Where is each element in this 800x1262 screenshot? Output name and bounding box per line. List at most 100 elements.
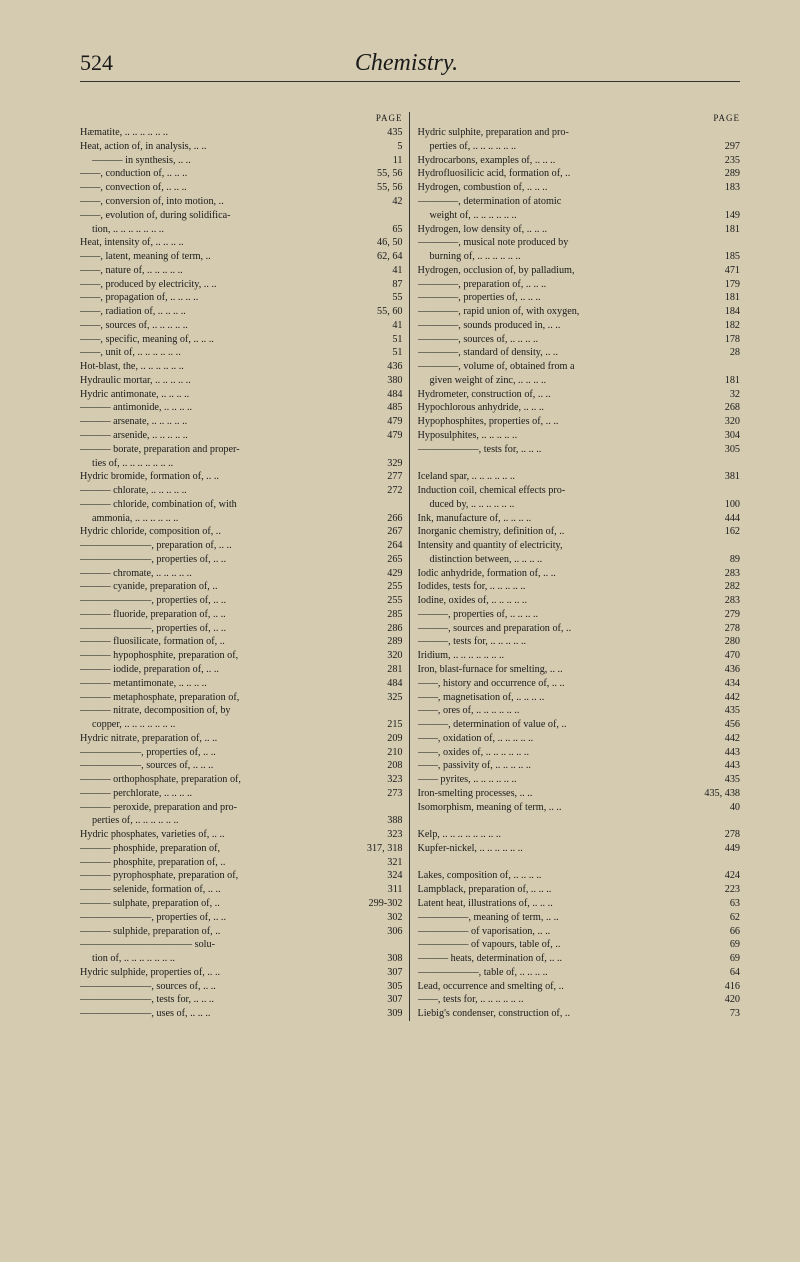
index-entry: ——, passivity of, .. .. .. .. ..443 (418, 759, 741, 773)
entry-page-number: 149 (725, 209, 740, 223)
index-entry: Hydric antimonate, .. .. .. ..484 (80, 388, 403, 402)
entry-text: distinction between, .. .. .. .. (418, 553, 724, 567)
index-entry: ——, history and occurrence of, .. ..434 (418, 677, 741, 691)
entry-text: ——————, tests for, .. .. .. (418, 443, 719, 457)
index-entry: Hot-blast, the, .. .. .. .. .. ..436 (80, 360, 403, 374)
entry-text: Hydrogen, combustion of, .. .. .. (418, 181, 719, 195)
index-entry: weight of, .. .. .. .. .. ..149 (418, 209, 741, 223)
entry-page-number: 41 (392, 264, 402, 278)
entry-page-number: 470 (725, 649, 740, 663)
entry-text: ———————, uses of, .. .. .. (80, 1007, 381, 1021)
left-column: PAGE Hæmatite, .. .. .. .. .. ..435Heat,… (80, 112, 410, 1021)
entry-text: ————, sources of, .. .. .. .. (418, 333, 719, 347)
index-entry: Iodine, oxides of, .. .. .. .. ..283 (418, 594, 741, 608)
entry-page-number: 162 (725, 525, 740, 539)
entry-text: ——— orthophosphate, preparation of, (80, 773, 381, 787)
entry-text: ——, unit of, .. .. .. .. .. .. (80, 346, 386, 360)
entry-text: ————, musical note produced by (418, 236, 735, 250)
entry-page-number: 485 (387, 401, 402, 415)
entry-page-number: 297 (725, 140, 740, 154)
index-entry: ———————, preparation of, .. ..264 (80, 539, 403, 553)
entry-text: ——— metantimonate, .. .. .. .. (80, 677, 381, 691)
entry-page-number: 429 (387, 567, 402, 581)
entry-text: ——, sources of, .. .. .. .. .. (80, 319, 386, 333)
index-entry: ————— of vaporisation, .. ..66 (418, 925, 741, 939)
entry-text: Iodine, oxides of, .. .. .. .. .. (418, 594, 719, 608)
entry-page-number: 449 (725, 842, 740, 856)
entry-text: ——, passivity of, .. .. .. .. .. (418, 759, 719, 773)
entry-text: Hydrofluosilicic acid, formation of, .. (418, 167, 719, 181)
entry-text: ———, properties of, .. .. .. .. (418, 608, 719, 622)
entry-page-number: 434 (725, 677, 740, 691)
index-entry: Hydric phosphates, varieties of, .. ..32… (80, 828, 403, 842)
index-entry: ————, determination of atomic (418, 195, 741, 209)
entry-text: Hydrometer, construction of, .. .. (418, 388, 724, 402)
index-entry: ———————, tests for, .. .. ..307 (80, 993, 403, 1007)
entry-page-number: 55, 56 (377, 167, 402, 181)
index-entry: duced by, .. .. .. .. .. ..100 (418, 498, 741, 512)
index-entry: ——, latent, meaning of term, ..62, 64 (80, 250, 403, 264)
index-entry: Isomorphism, meaning of term, .. ..40 (418, 801, 741, 815)
index-entry: ——— in synthesis, .. ..11 (80, 154, 403, 168)
entry-text: Hydric phosphates, varieties of, .. .. (80, 828, 381, 842)
page-container: 524 Chemistry. PAGE Hæmatite, .. .. .. .… (0, 0, 800, 1061)
entry-text: ——— phosphite, preparation of, .. (80, 856, 381, 870)
entry-text: ————, determination of atomic (418, 195, 735, 209)
entry-text: ———————, properties of, .. .. (80, 911, 381, 925)
index-entry: Iodic anhydride, formation of, .. ..283 (418, 567, 741, 581)
index-columns: PAGE Hæmatite, .. .. .. .. .. ..435Heat,… (80, 112, 740, 1021)
index-entry: Hypophosphites, properties of, .. ..320 (418, 415, 741, 429)
index-entry: ————, properties of, .. .. .. 181 (418, 291, 741, 305)
index-entry: ——— orthophosphate, preparation of,323 (80, 773, 403, 787)
entry-text: ————, volume of, obtained from a (418, 360, 735, 374)
index-entry: ——, conversion of, into motion, ..42 (80, 195, 403, 209)
entry-text: ——— peroxide, preparation and pro- (80, 801, 397, 815)
entry-text: ————, preparation of, .. .. .. (418, 278, 719, 292)
entry-text: ——, conversion of, into motion, .. (80, 195, 386, 209)
entry-page-number: 325 (387, 691, 402, 705)
entry-page-number: 456 (725, 718, 740, 732)
entry-text: ————, properties of, .. .. .. (418, 291, 719, 305)
entry-page-number: 184 (725, 305, 740, 319)
entry-page-number: 46, 50 (377, 236, 402, 250)
index-entry: Hyposulphites, .. .. .. .. ..304 (418, 429, 741, 443)
entry-text: ——, ores of, .. .. .. .. .. .. (418, 704, 719, 718)
entry-page-number: 5 (397, 140, 402, 154)
index-entry: ——— cyanide, preparation of, ..255 (80, 580, 403, 594)
index-entry: Iron, blast-furnace for smelting, .. ..4… (418, 663, 741, 677)
entry-page-number: 28 (730, 346, 740, 360)
entry-text: ——— antimonide, .. .. .. .. (80, 401, 381, 415)
entry-text: Hydrogen, low density of, .. .. .. (418, 223, 719, 237)
index-entry: ammonia, .. .. .. .. .. ..266 (80, 512, 403, 526)
index-entry: ——— selenide, formation of, .. ..311 (80, 883, 403, 897)
entry-text: Iron, blast-furnace for smelting, .. .. (418, 663, 719, 677)
entry-text: ——— fluoride, preparation of, .. .. (80, 608, 381, 622)
index-entry: ——— chromate, .. .. .. .. ..429 (80, 567, 403, 581)
index-entry: ———————, properties of, .. ..265 (80, 553, 403, 567)
index-entry: Lead, occurrence and smelting of, ..416 (418, 980, 741, 994)
entry-text: Hydric nitrate, preparation of, .. .. (80, 732, 381, 746)
entry-text: Iceland spar, .. .. .. .. .. .. (418, 470, 719, 484)
index-entry: ——— pyrophosphate, preparation of,324 (80, 869, 403, 883)
entry-text: ———————, sources of, .. .. (80, 980, 381, 994)
entry-text: ——— nitrate, decomposition of, by (80, 704, 397, 718)
entry-text: ——— perchlorate, .. .. .. .. (80, 787, 381, 801)
entry-page-number: 268 (725, 401, 740, 415)
entry-text: ——— metaphosphate, preparation of, (80, 691, 381, 705)
entry-page-number: 181 (725, 291, 740, 305)
entry-page-number: 41 (392, 319, 402, 333)
index-entry: perties of, .. .. .. .. .. ..388 (80, 814, 403, 828)
index-entry: ———————, uses of, .. .. ..309 (80, 1007, 403, 1021)
index-entry: Hydric chloride, composition of, ..267 (80, 525, 403, 539)
entry-page-number: 55, 56 (377, 181, 402, 195)
index-entry: ——— nitrate, decomposition of, by (80, 704, 403, 718)
entry-text: Isomorphism, meaning of term, .. .. (418, 801, 724, 815)
entry-page-number: 321 (387, 856, 402, 870)
index-entry: ——— peroxide, preparation and pro- (80, 801, 403, 815)
index-entry: Lakes, composition of, .. .. .. ..424 (418, 869, 741, 883)
entry-page-number: 63 (730, 897, 740, 911)
entry-page-number: 388 (387, 814, 402, 828)
index-entry: ——— chloride, combination of, with (80, 498, 403, 512)
entry-text: ————— of vapours, table of, .. (418, 938, 724, 952)
index-entry: Heat, action of, in analysis, .. ..5 (80, 140, 403, 154)
